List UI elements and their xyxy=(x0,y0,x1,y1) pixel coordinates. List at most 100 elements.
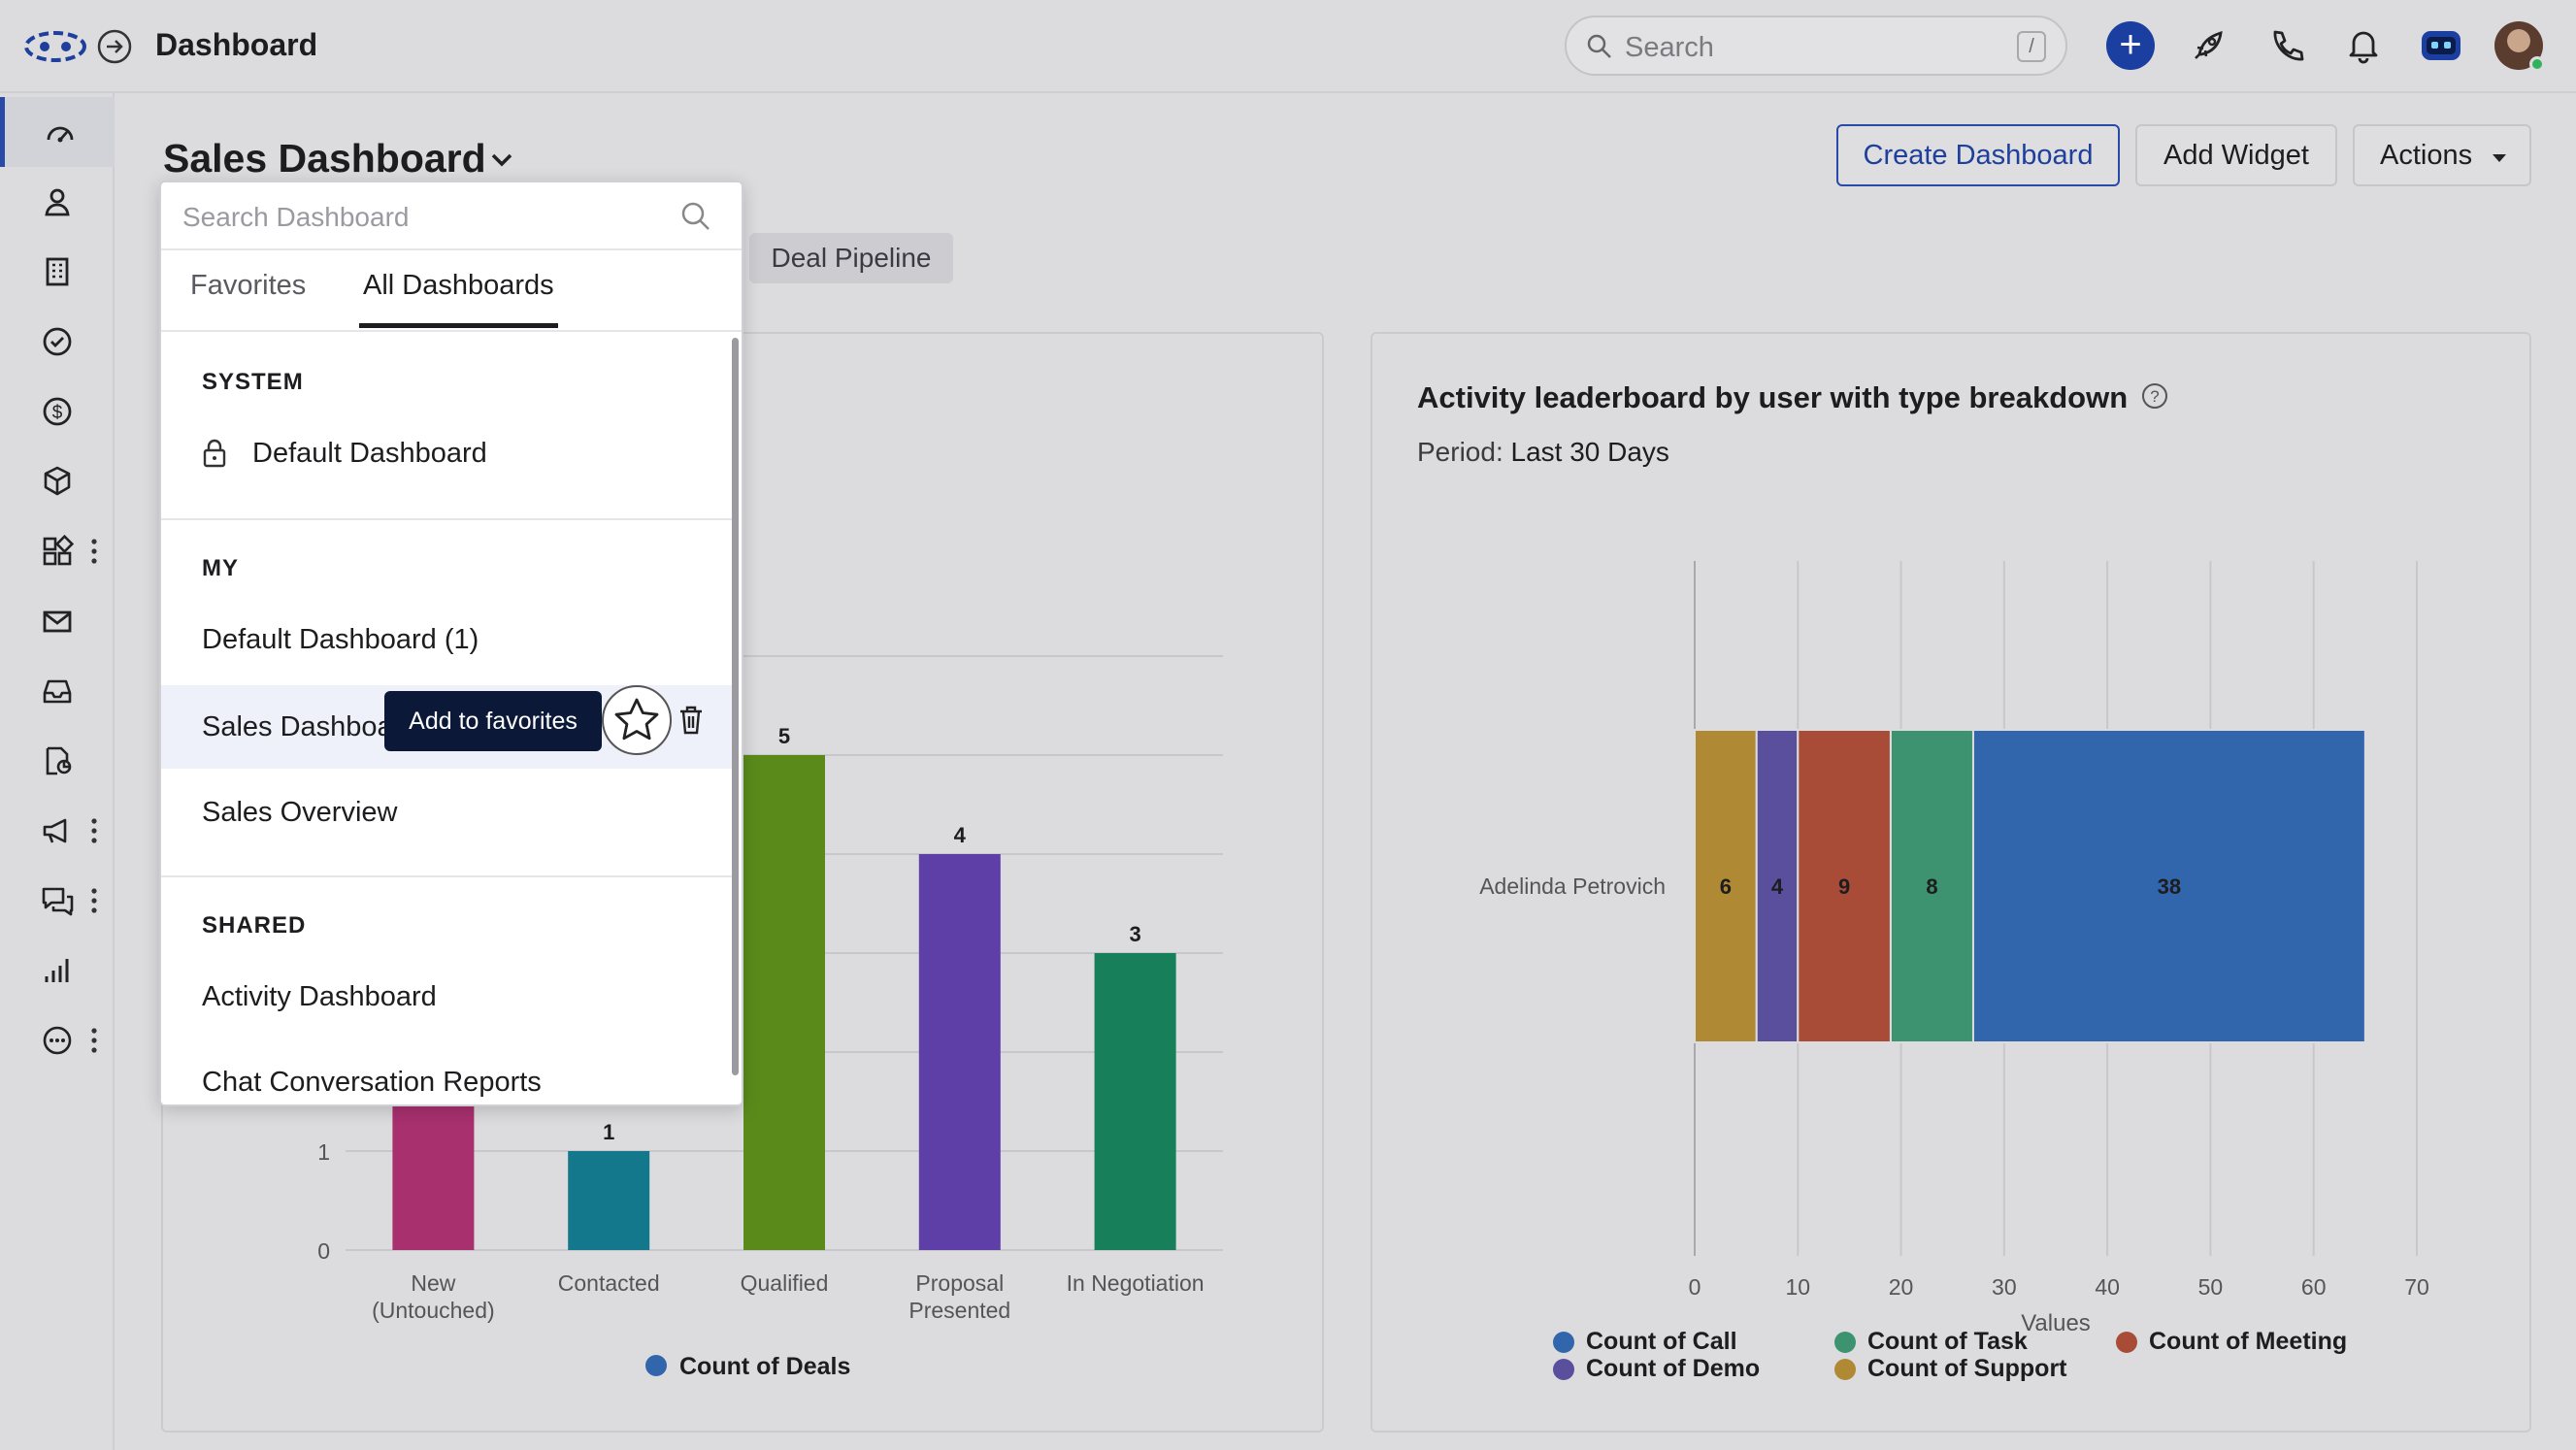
actions-button[interactable]: Actions xyxy=(2353,124,2531,186)
x-tick-label: Proposal xyxy=(915,1270,1004,1296)
search-input[interactable]: Search xyxy=(1625,32,1714,63)
x-tick-label: Qualified xyxy=(741,1270,829,1296)
divider xyxy=(161,875,732,877)
section-system: SYSTEM xyxy=(202,369,304,395)
sidebar-item-analytics[interactable] xyxy=(0,936,115,1005)
section-my: MY xyxy=(202,555,239,581)
top-bar: Dashboard Search / + xyxy=(0,0,2576,93)
bar-segment[interactable] xyxy=(1889,729,1974,1043)
dropdown-scrollbar[interactable] xyxy=(728,332,742,1104)
chevron-down-icon[interactable] xyxy=(487,146,516,175)
tab-favorites[interactable]: Favorites xyxy=(190,270,307,301)
more-menu-icon[interactable] xyxy=(89,1026,99,1055)
x-tick-label: 50 xyxy=(2198,1274,2224,1300)
create-dashboard-button[interactable]: Create Dashboard xyxy=(1836,124,2120,186)
legend-item-demo[interactable]: Count of Demo xyxy=(1553,1355,1760,1383)
dashboard-item-chat-reports[interactable]: Chat Conversation Reports xyxy=(161,1040,732,1104)
dashboard-item-sales-overview[interactable]: Sales Overview xyxy=(161,771,732,854)
section-shared: SHARED xyxy=(202,912,307,939)
legend-label[interactable]: Count of Deals xyxy=(679,1353,850,1380)
data-label: 38 xyxy=(2158,874,2181,899)
legend-item-meeting[interactable]: Count of Meeting xyxy=(2116,1328,2347,1356)
inbox-icon xyxy=(43,679,72,704)
sidebar-item-reports[interactable] xyxy=(0,726,115,796)
x-tick-label: (Untouched) xyxy=(372,1298,495,1323)
avatar[interactable] xyxy=(2494,21,2545,72)
sidebar-item-more[interactable] xyxy=(0,1005,115,1075)
mail-icon xyxy=(43,610,72,633)
sidebar-item-mail[interactable] xyxy=(0,586,115,656)
expand-icon[interactable] xyxy=(97,29,132,64)
legend-label: Count of Meeting xyxy=(2149,1328,2348,1355)
add-widget-button[interactable]: Add Widget xyxy=(2135,124,2337,186)
chat-more-icon[interactable] xyxy=(89,886,99,915)
sidebar-item-accounts[interactable] xyxy=(0,237,115,307)
legend-label: Count of Task xyxy=(1867,1328,2028,1355)
dropdown-tabs: Favorites All Dashboards xyxy=(161,250,742,332)
bar-segment[interactable] xyxy=(1797,729,1892,1043)
bell-icon[interactable] xyxy=(2343,25,2384,66)
x-tick-label: 20 xyxy=(1889,1274,1914,1300)
legend-item-call[interactable]: Count of Call xyxy=(1553,1328,1737,1356)
sidebar-item-apps[interactable] xyxy=(0,516,115,586)
rocket-icon[interactable] xyxy=(2188,25,2229,66)
dashboard-search-input[interactable]: Search Dashboard xyxy=(182,202,410,232)
reports-icon xyxy=(46,746,72,775)
phone-icon[interactable] xyxy=(2265,25,2306,66)
period-value: Last 30 Days xyxy=(1510,437,1669,467)
analytics-icon xyxy=(45,959,69,982)
assistant-icon[interactable] xyxy=(2419,25,2463,66)
tab-deal-pipeline[interactable]: Deal Pipeline xyxy=(749,233,953,283)
bar[interactable] xyxy=(1094,953,1176,1250)
dashboard-item-activity[interactable]: Activity Dashboard xyxy=(161,955,732,1038)
legend-item-support[interactable]: Count of Support xyxy=(1834,1355,2067,1383)
campaigns-more-icon[interactable] xyxy=(89,816,99,845)
dashboard-title[interactable]: Sales Dashboard xyxy=(163,136,486,181)
sidebar-item-campaigns[interactable] xyxy=(0,796,115,866)
campaigns-icon xyxy=(43,818,67,843)
dashboard-item-default-1[interactable]: Default Dashboard (1) xyxy=(161,598,732,681)
tab-all-dashboards[interactable]: All Dashboards xyxy=(359,270,558,328)
actions-label: Actions xyxy=(2380,139,2473,171)
trash-icon[interactable] xyxy=(677,705,705,736)
help-icon[interactable]: ? xyxy=(2141,382,2168,410)
x-tick-label: 0 xyxy=(1689,1274,1701,1300)
bar[interactable] xyxy=(568,1151,650,1250)
dashboard-item-label: Activity Dashboard xyxy=(202,980,437,1012)
sidebar-item-tasks[interactable] xyxy=(0,307,115,377)
sidebar-item-inbox[interactable] xyxy=(0,656,115,726)
data-label: 4 xyxy=(1771,874,1784,899)
create-new-button[interactable]: + xyxy=(2106,21,2155,70)
sidebar: $ xyxy=(0,93,115,1450)
dashboard-item-label: Chat Conversation Reports xyxy=(202,1066,542,1098)
dashboard-switcher-dropdown: Search Dashboard Favorites All Dashboard… xyxy=(159,181,743,1106)
deals-bar-chart: 012New(Untouched)1Contacted5Qualified4Pr… xyxy=(317,655,1223,1380)
x-tick-label: In Negotiation xyxy=(1067,1270,1205,1296)
bar-segment[interactable] xyxy=(1694,729,1758,1043)
svg-text:$: $ xyxy=(52,403,63,423)
legend-label: Count of Support xyxy=(1867,1355,2067,1382)
sidebar-item-chat[interactable] xyxy=(0,866,115,936)
products-icon xyxy=(44,466,71,496)
dashboard-item-system-default[interactable]: Default Dashboard xyxy=(161,412,732,495)
y-tick-label: Adelinda Petrovich xyxy=(1479,873,1666,899)
bar-segment[interactable] xyxy=(1755,729,1800,1043)
legend-item-task[interactable]: Count of Task xyxy=(1834,1328,2028,1356)
legend-swatch xyxy=(1553,1331,1574,1353)
dashboard-search[interactable]: Search Dashboard xyxy=(161,182,742,250)
add-to-favorites-button[interactable] xyxy=(602,685,672,755)
logo-icon[interactable] xyxy=(23,29,87,64)
bar[interactable] xyxy=(743,755,825,1250)
scrollbar-thumb[interactable] xyxy=(732,338,739,1075)
data-label: 1 xyxy=(603,1120,614,1144)
sidebar-item-products[interactable] xyxy=(0,446,115,516)
bar-segment[interactable] xyxy=(1971,729,2366,1043)
sidebar-item-contacts[interactable] xyxy=(0,167,115,237)
apps-more-icon[interactable] xyxy=(89,537,99,566)
bar[interactable] xyxy=(918,854,1001,1250)
chat-icon xyxy=(42,887,74,916)
svg-text:?: ? xyxy=(2150,387,2159,406)
sidebar-item-deals[interactable]: $ xyxy=(0,377,115,446)
global-search[interactable]: Search / xyxy=(1565,16,2067,76)
sidebar-item-dashboard[interactable] xyxy=(0,97,115,167)
